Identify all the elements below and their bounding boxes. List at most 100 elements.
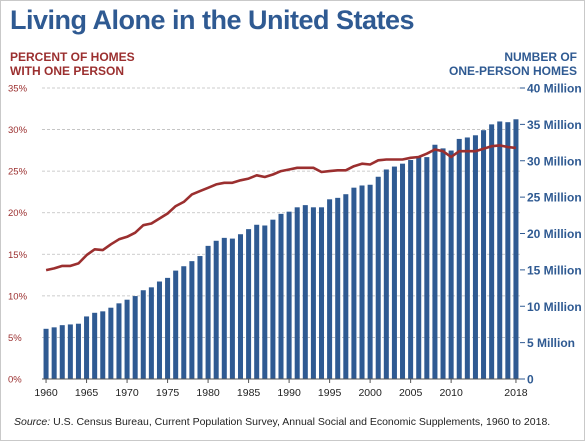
bar: [472, 135, 478, 379]
bar: [67, 324, 73, 379]
x-axis-tick-label: 1985: [237, 387, 261, 399]
right-axis-tick-label: 15 Million: [527, 263, 582, 277]
bar: [197, 256, 203, 379]
source-note: Source: U.S. Census Bureau, Current Popu…: [14, 416, 550, 428]
x-axis-tick-label: 1990: [277, 387, 301, 399]
bar: [318, 207, 325, 379]
bar: [367, 184, 373, 379]
bar: [116, 303, 122, 379]
bar: [481, 130, 487, 379]
bar: [448, 150, 454, 379]
bar: [432, 144, 438, 379]
bar: [156, 281, 162, 379]
right-axis-label-line-2: ONE-PERSON HOMES: [448, 64, 577, 78]
bar: [489, 124, 495, 379]
bar: [400, 163, 406, 379]
bar: [505, 122, 511, 379]
chart-title: Living Alone in the United States: [10, 5, 415, 35]
bar: [84, 316, 90, 379]
left-axis-tick-label: 15%: [8, 250, 28, 261]
right-axis-tick-label: 0: [527, 373, 534, 387]
x-axis-tick-label: 1995: [318, 387, 342, 399]
bar: [391, 166, 397, 379]
source-prefix: Source:: [14, 416, 51, 428]
x-axis-tick-label: 2018: [504, 387, 528, 399]
x-axis-tick-label: 1975: [156, 387, 180, 399]
x-axis-tick-label: 2005: [399, 387, 423, 399]
bar: [375, 176, 381, 379]
bar: [351, 187, 357, 379]
left-axis-tick-label: 5%: [8, 333, 22, 344]
bar: [343, 194, 349, 379]
bar: [246, 229, 252, 379]
bar: [416, 157, 422, 379]
bar: [335, 197, 341, 379]
bar: [189, 261, 195, 379]
bar: [165, 277, 171, 379]
x-axis-tick-label: 1970: [115, 387, 139, 399]
bar: [456, 138, 462, 379]
right-axis-tick-label: 30 Million: [527, 154, 582, 168]
bar: [497, 121, 503, 379]
bar: [181, 266, 187, 379]
right-axis-tick-label: 5 Million: [527, 336, 575, 350]
bar: [148, 287, 154, 379]
left-axis-label-line-2: WITH ONE PERSON: [10, 64, 125, 78]
source-text: U.S. Census Bureau, Current Population S…: [50, 416, 551, 428]
left-axis-tick-label: 30%: [8, 125, 28, 136]
bar: [92, 312, 98, 379]
left-axis-label-line-1: PERCENT OF HOMES: [10, 50, 135, 64]
bar: [100, 311, 106, 379]
bar: [327, 199, 333, 379]
bar: [43, 328, 49, 379]
left-axis-tick-label: 35%: [8, 84, 28, 95]
bar: [205, 245, 211, 379]
bar: [173, 270, 179, 379]
bar: [237, 234, 244, 379]
bar: [229, 238, 235, 379]
right-axis-tick-label: 20 Million: [527, 227, 582, 241]
left-axis-tick-label: 10%: [8, 291, 28, 302]
x-axis-tick-label: 2000: [358, 387, 382, 399]
bar: [408, 160, 414, 379]
bar: [383, 169, 389, 379]
bar: [75, 323, 81, 379]
bar: [213, 240, 219, 379]
bar: [424, 157, 430, 379]
right-axis-label-line-1: NUMBER OF: [504, 50, 577, 64]
bar: [278, 213, 284, 379]
left-axis-label: PERCENT OF HOMES WITH ONE PERSON: [10, 50, 135, 78]
bar: [140, 290, 146, 379]
bar: [513, 119, 519, 379]
bar: [221, 237, 227, 379]
left-axis-tick-label: 20%: [8, 208, 28, 219]
right-axis-tick-label: 25 Million: [527, 191, 582, 205]
bar: [108, 307, 114, 379]
bar: [310, 207, 316, 379]
bar: [359, 185, 365, 379]
left-axis-tick-label: 25%: [8, 167, 28, 178]
right-axis-tick-label: 10 Million: [527, 300, 582, 314]
right-axis-tick-label: 40 Million: [527, 82, 582, 96]
x-axis-tick-label: 1980: [196, 387, 220, 399]
bar: [302, 205, 308, 379]
bar: [124, 299, 130, 379]
bar: [270, 219, 276, 379]
bar: [59, 325, 65, 379]
right-axis-tick-label: 35 Million: [527, 118, 582, 132]
right-axis-label: NUMBER OF ONE-PERSON HOMES: [449, 50, 577, 78]
bar: [464, 137, 470, 379]
bar: [262, 225, 268, 379]
x-axis-tick-label: 1965: [75, 387, 99, 399]
bar: [440, 148, 446, 379]
percent-line: [45, 144, 517, 272]
bar: [294, 207, 300, 379]
x-axis-tick-label: 2010: [439, 387, 463, 399]
bar: [254, 224, 260, 379]
bar: [51, 327, 57, 379]
bar: [132, 296, 138, 379]
x-axis-tick-label: 1960: [34, 387, 58, 399]
left-axis-tick-label: 0%: [8, 375, 22, 386]
